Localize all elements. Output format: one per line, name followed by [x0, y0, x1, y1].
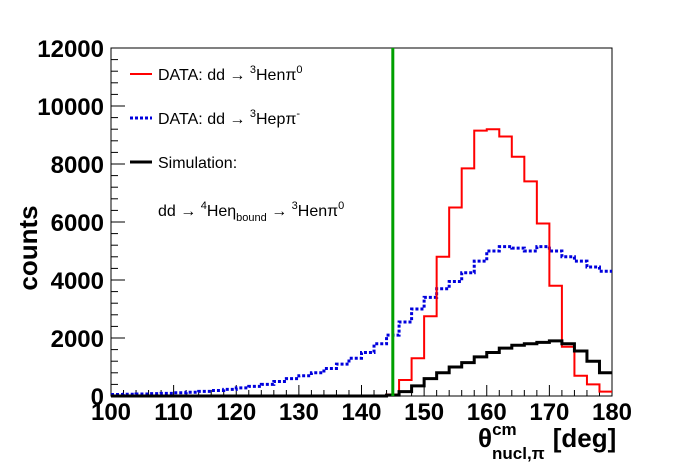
- legend-entry-data-ppim: DATA: dd → 3Hepπ-: [158, 108, 300, 128]
- series-layer: [111, 128, 612, 398]
- x-axis-subscript: nucl,π: [492, 444, 545, 463]
- x-tick-label: 180: [592, 399, 632, 426]
- y-tick-label: 0: [91, 384, 104, 411]
- x-tick-label: 110: [154, 399, 193, 426]
- y-tick-label: 2000: [51, 326, 104, 353]
- legend-entry-simulation: Simulation:: [158, 155, 237, 172]
- tick-labels: 100 110 120 130 140 150 160 170 180 0 2000 4000 6000…: [37, 36, 632, 426]
- y-tick-label: 6000: [51, 210, 104, 237]
- x-tick-label: 150: [404, 399, 444, 426]
- x-axis-title: θcm nucl,π [deg]: [478, 420, 616, 463]
- x-axis-superscript: cm: [492, 420, 517, 439]
- y-tick-label: 10000: [37, 94, 104, 121]
- x-tick-label: 130: [279, 399, 319, 426]
- series-blue-data: [111, 245, 612, 397]
- x-axis-unit: [deg]: [553, 423, 617, 453]
- x-tick-label: 120: [216, 399, 256, 426]
- series-black-simulation: [111, 339, 612, 398]
- legend: DATA: dd → 3Henπ0 DATA: dd → 3Hepπ- Simu…: [130, 64, 344, 224]
- legend-simulation-detail: dd → 4Heηbound → 3Henπ0: [158, 200, 344, 224]
- x-tick-label: 140: [341, 399, 381, 426]
- y-tick-label: 8000: [51, 152, 104, 179]
- y-axis-title: counts: [13, 205, 43, 290]
- x-axis-symbol: θ: [478, 423, 492, 453]
- y-tick-label: 4000: [51, 268, 104, 295]
- x-tick-label: 170: [529, 399, 569, 426]
- y-tick-label: 12000: [37, 36, 104, 63]
- x-tick-label: 100: [91, 399, 131, 426]
- x-tick-label: 160: [467, 399, 507, 426]
- legend-entry-data-npi0: DATA: dd → 3Henπ0: [158, 64, 303, 84]
